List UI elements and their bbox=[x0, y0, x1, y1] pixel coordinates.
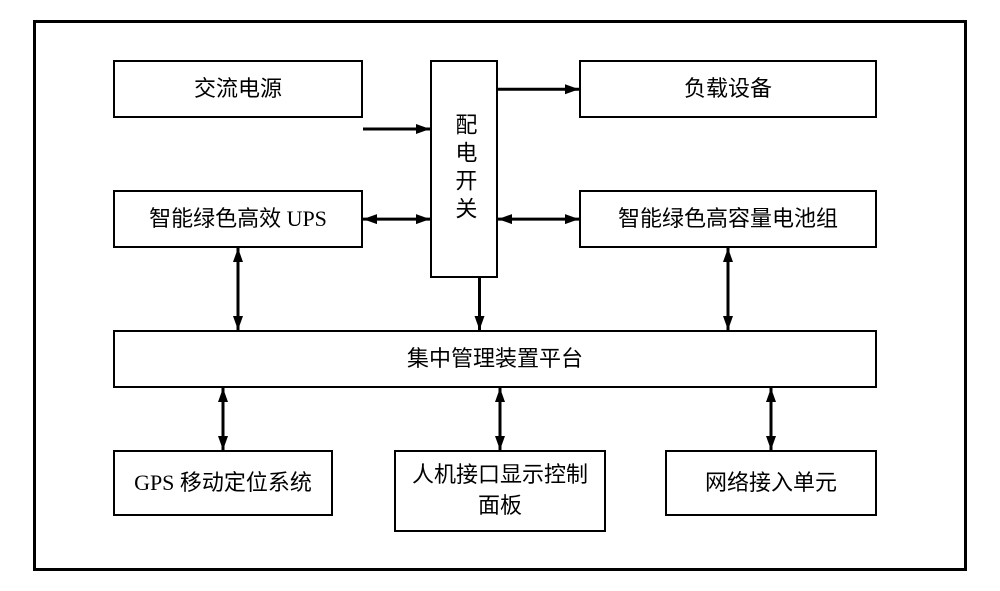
node-label-ups: 智能绿色高效 UPS bbox=[149, 204, 327, 235]
node-ups: 智能绿色高效 UPS bbox=[113, 190, 363, 248]
node-dist_switch: 配电开关 bbox=[430, 60, 498, 278]
node-network: 网络接入单元 bbox=[665, 450, 877, 516]
node-load_device: 负载设备 bbox=[579, 60, 877, 118]
node-battery: 智能绿色高容量电池组 bbox=[579, 190, 877, 248]
node-ac_power: 交流电源 bbox=[113, 60, 363, 118]
node-label-load_device: 负载设备 bbox=[684, 74, 772, 105]
node-label-battery: 智能绿色高容量电池组 bbox=[618, 204, 838, 235]
node-platform: 集中管理装置平台 bbox=[113, 330, 877, 388]
node-label-dist_switch: 配电开关 bbox=[449, 113, 480, 225]
node-label-hmi: 人机接口显示控制面板 bbox=[404, 460, 596, 522]
node-label-platform: 集中管理装置平台 bbox=[407, 344, 583, 375]
node-label-gps: GPS 移动定位系统 bbox=[134, 468, 312, 499]
node-label-ac_power: 交流电源 bbox=[194, 74, 282, 105]
node-gps: GPS 移动定位系统 bbox=[113, 450, 333, 516]
node-hmi: 人机接口显示控制面板 bbox=[394, 450, 606, 532]
node-label-network: 网络接入单元 bbox=[705, 468, 837, 499]
